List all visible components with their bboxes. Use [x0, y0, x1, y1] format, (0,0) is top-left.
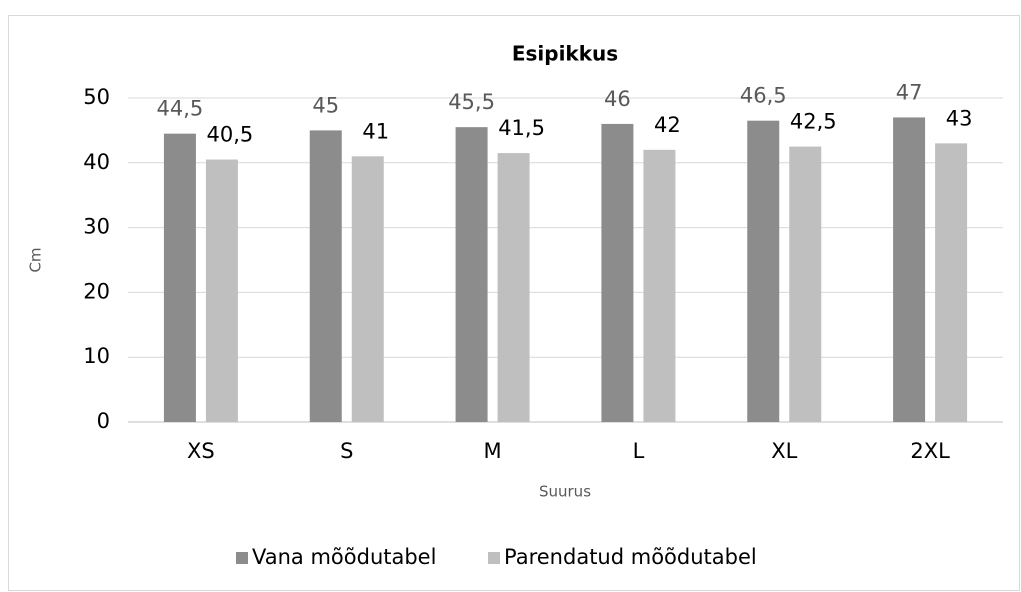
legend-swatch — [488, 552, 500, 564]
y-tick-label: 50 — [83, 85, 110, 109]
x-tick-label: L — [633, 439, 645, 463]
legend-swatch — [236, 552, 248, 564]
x-tick-label: XS — [187, 439, 215, 463]
bar — [497, 153, 530, 422]
chart-title: Esipikkus — [512, 42, 618, 66]
value-label: 45 — [312, 93, 339, 117]
bar — [789, 146, 822, 422]
bar — [309, 130, 342, 422]
bar — [893, 117, 926, 422]
bar — [163, 133, 196, 422]
x-tick-label: XL — [771, 439, 797, 463]
value-label: 42 — [654, 113, 681, 137]
value-label: 40,5 — [207, 123, 254, 147]
value-label: 46 — [604, 87, 631, 111]
x-tick-label: S — [340, 439, 353, 463]
y-tick-label: 0 — [97, 409, 110, 433]
value-label: 41 — [362, 119, 389, 143]
x-axis-title: Suurus — [539, 483, 591, 501]
y-tick-label: 30 — [83, 215, 110, 239]
y-tick-label: 20 — [83, 279, 110, 303]
value-label: 42,5 — [790, 110, 837, 134]
value-label: 45,5 — [448, 90, 495, 114]
y-tick-label: 40 — [83, 150, 110, 174]
x-tick-label: M — [484, 439, 502, 463]
value-label: 43 — [946, 106, 973, 130]
bar — [205, 159, 238, 422]
bar — [455, 127, 488, 422]
bar — [935, 143, 968, 423]
legend-label: Vana mõõdutabel — [252, 545, 436, 569]
value-label: 41,5 — [498, 116, 545, 140]
bar — [351, 156, 384, 422]
y-tick-label: 10 — [83, 344, 110, 368]
value-label: 44,5 — [157, 97, 204, 121]
bar — [747, 120, 780, 423]
y-axis-title: Cm — [27, 247, 45, 272]
x-tick-label: 2XL — [910, 439, 950, 463]
value-label: 47 — [896, 80, 923, 104]
legend-label: Parendatud mõõdutabel — [504, 545, 757, 569]
bar — [601, 123, 634, 423]
value-label: 46,5 — [740, 84, 787, 108]
bar — [643, 149, 676, 422]
